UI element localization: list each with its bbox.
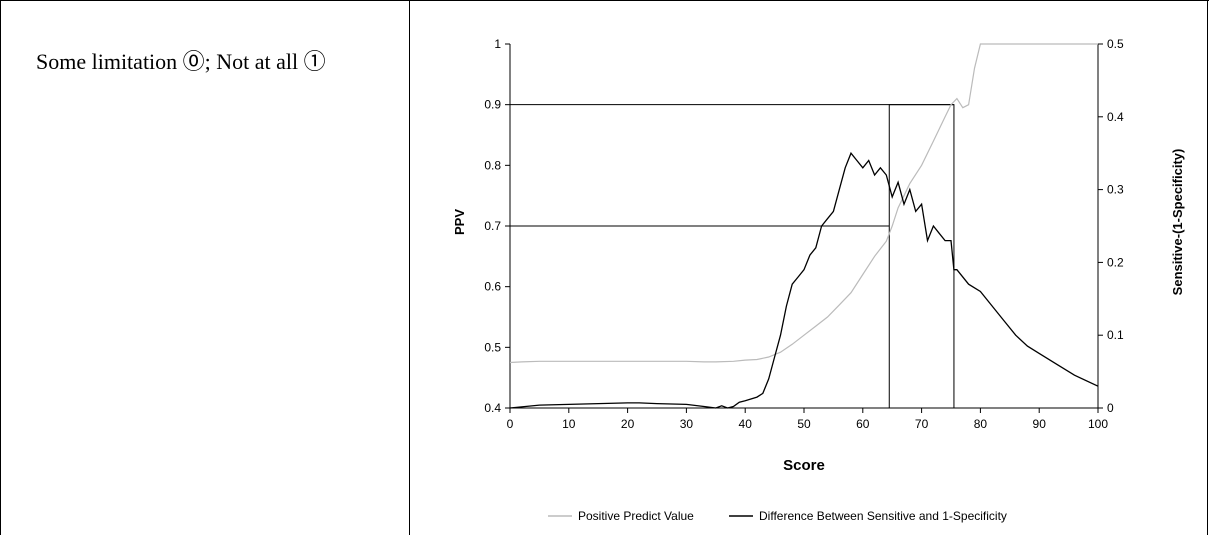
y-tick-label: 0.4 (484, 401, 501, 415)
y2-tick-label: 0.3 (1107, 183, 1124, 197)
x-tick-label: 0 (507, 417, 514, 431)
y2-tick-label: 0.5 (1107, 37, 1124, 51)
y2-tick-label: 0.1 (1107, 328, 1124, 342)
y2-tick-label: 0.2 (1107, 255, 1124, 269)
x-tick-label: 80 (974, 417, 988, 431)
x-axis-label: Score (783, 457, 825, 474)
legend-diff-label: Difference Between Sensitive and 1-Speci… (759, 509, 1007, 523)
y-axis-label: PPV (452, 209, 467, 235)
x-tick-label: 30 (680, 417, 694, 431)
plot-area: 0 10 20 30 40 50 60 70 80 90 1000.40.50.60.70.80.9… (484, 37, 1124, 431)
table-border-top (0, 0, 1209, 1)
y-tick-label: 0.7 (484, 219, 501, 233)
legend: Positive Predict Value Difference Betwee… (548, 509, 1007, 523)
series-line-ppv (509, 43, 1098, 364)
legend-ppv-label: Positive Predict Value (578, 509, 694, 523)
y-tick-label: 0.8 (484, 158, 501, 172)
x-tick-label: 40 (739, 417, 753, 431)
y2-tick-label: 0.4 (1107, 110, 1124, 124)
ppv-chart: 0 10 20 30 40 50 60 70 80 90 1000.40.50.60.70.80.9… (452, 37, 1185, 523)
x-tick-label: 100 (1088, 417, 1108, 431)
y-tick-label: 0.5 (484, 340, 501, 354)
y-tick-label: 1 (494, 37, 501, 51)
left-cell-text: Some limitation ⓪; Not at all ① (36, 49, 326, 74)
x-tick-label: 60 (856, 417, 870, 431)
x-tick-label: 90 (1033, 417, 1047, 431)
table-border-left (0, 0, 1, 535)
x-tick-label: 50 (797, 417, 811, 431)
table-border-right (1207, 0, 1208, 535)
y2-axis-label: Sensitive-(1-Specificity) (1170, 149, 1185, 296)
x-tick-label: 20 (621, 417, 635, 431)
y2-tick-label: 0 (1107, 401, 1114, 415)
reference-rect-2 (888, 104, 955, 409)
series-line-difference (509, 151, 1099, 409)
y-tick-label: 0.6 (484, 280, 501, 294)
y-tick-label: 0.9 (484, 98, 501, 112)
table-border-divider (409, 0, 410, 535)
x-tick-label: 10 (562, 417, 576, 431)
x-tick-label: 70 (915, 417, 929, 431)
